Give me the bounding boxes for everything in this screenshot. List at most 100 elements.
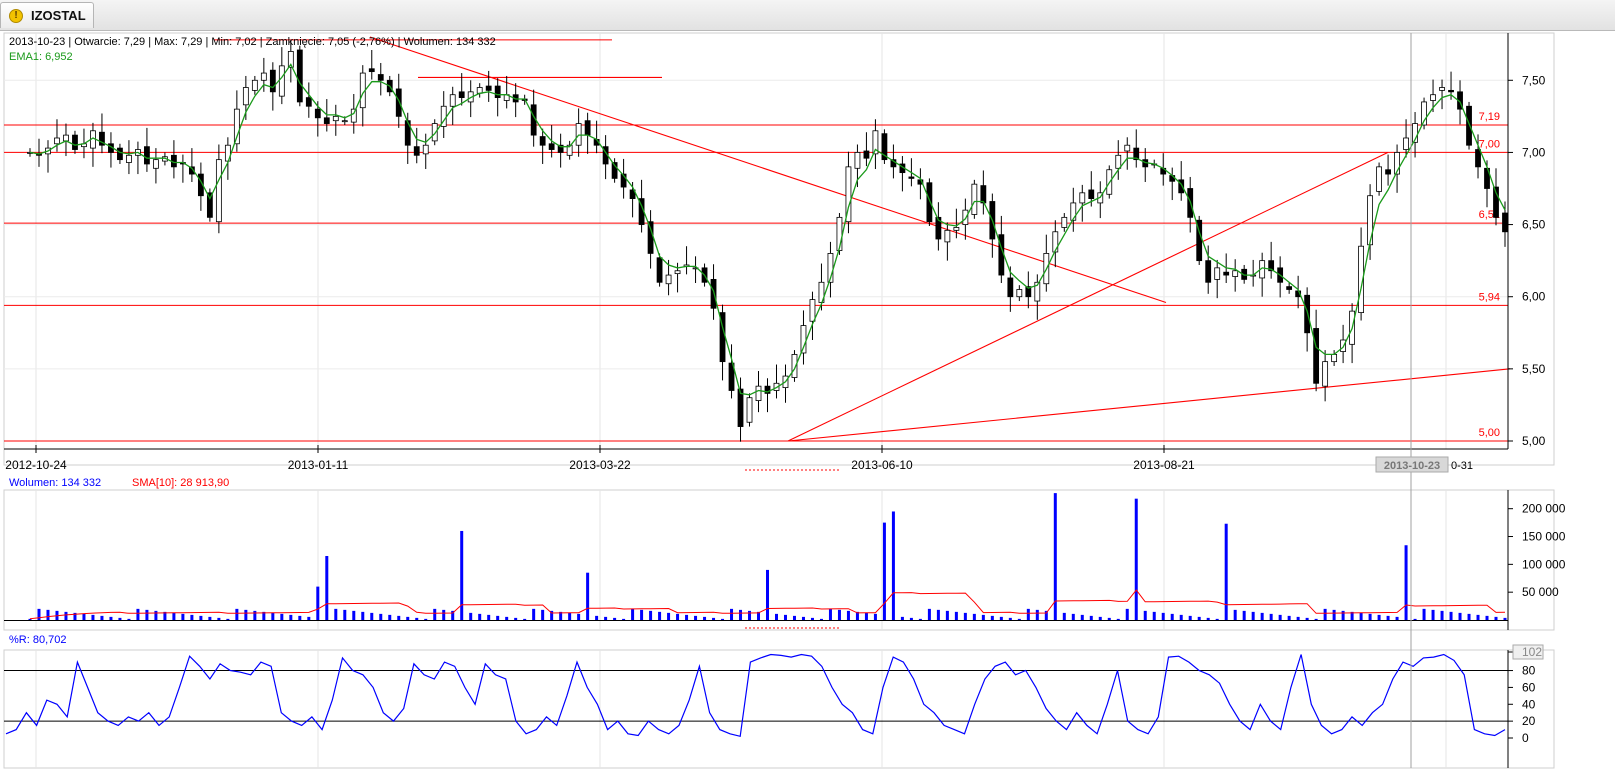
candle-body xyxy=(764,385,771,394)
wr-top-box xyxy=(1512,644,1544,660)
candle-body xyxy=(611,162,618,179)
volume-bar xyxy=(100,615,104,620)
volume-bar xyxy=(415,617,419,620)
volume-tick-label: 100 000 xyxy=(1522,557,1566,571)
volume-bar xyxy=(1053,493,1057,620)
volume-bar xyxy=(1359,612,1363,620)
volume-bar xyxy=(73,612,77,620)
candle-body xyxy=(872,130,879,155)
candle-body xyxy=(1088,189,1095,199)
chart-tab[interactable]: ! IZOSTAL xyxy=(0,2,94,28)
volume-bar xyxy=(298,615,302,620)
volume-bar xyxy=(586,572,590,620)
volume-bar xyxy=(1395,616,1399,620)
wr-tick-label: 80 xyxy=(1522,664,1536,678)
volume-bar xyxy=(1179,614,1183,620)
wr-line xyxy=(5,653,1506,738)
price-axis: 7,50 7,00 6,50 6,00 5,50 5,00 xyxy=(1507,33,1546,449)
volume-bar xyxy=(810,617,814,620)
candle-body xyxy=(620,173,627,188)
volume-bar xyxy=(334,608,338,620)
volume-bar xyxy=(1449,611,1453,620)
volume-bar xyxy=(1062,612,1066,620)
candle-body xyxy=(314,108,321,119)
volume-bar xyxy=(469,612,473,620)
candle-body xyxy=(1034,281,1041,302)
volume-bar xyxy=(936,609,940,620)
candle-body xyxy=(332,115,339,122)
volume-bar xyxy=(1458,612,1462,620)
volume-bar xyxy=(37,608,41,620)
candle-body xyxy=(341,120,348,123)
volume-bar xyxy=(1098,616,1102,620)
volume-bar xyxy=(370,612,374,620)
sma-line xyxy=(29,589,1506,620)
candle-body xyxy=(575,123,582,146)
candle-body xyxy=(953,227,960,231)
volume-bar xyxy=(1422,608,1426,620)
volume-bar xyxy=(1008,617,1012,620)
candle-body xyxy=(1025,286,1032,298)
volume-bar xyxy=(1386,615,1390,620)
volume-bar xyxy=(577,613,581,620)
candlesticks xyxy=(27,39,1508,442)
candle-body xyxy=(323,117,330,124)
volume-bar xyxy=(595,615,599,620)
volume-bar xyxy=(1350,611,1354,620)
volume-bar xyxy=(667,612,671,620)
candle-body xyxy=(1178,179,1185,194)
volume-bar xyxy=(379,613,383,620)
candle-body xyxy=(233,108,240,145)
volume-bar xyxy=(1026,608,1030,620)
candle-body xyxy=(1007,277,1014,298)
candle-body xyxy=(188,166,195,175)
price-level-label: 7,00 xyxy=(1479,138,1500,150)
volume-bar xyxy=(145,609,149,620)
volume-bar xyxy=(649,610,653,620)
volume-bar xyxy=(1134,498,1138,620)
volume-bar xyxy=(307,616,311,620)
volume-bar xyxy=(945,610,949,620)
candle-body xyxy=(278,65,285,97)
volume-bar xyxy=(909,617,913,620)
price-panel xyxy=(3,32,1555,466)
volume-bar xyxy=(190,614,194,620)
volume-bar xyxy=(1206,617,1210,620)
candle-body xyxy=(350,108,357,123)
volume-bar xyxy=(999,616,1003,620)
candle-body xyxy=(485,85,492,91)
candle-body xyxy=(1376,166,1382,192)
volume-bar xyxy=(181,613,185,620)
volume-bar xyxy=(487,614,491,620)
price-level-label: 5,94 xyxy=(1479,291,1500,303)
volume-bar xyxy=(963,612,967,620)
volume-bar xyxy=(208,616,212,620)
volume-bar xyxy=(1125,608,1129,620)
volume-bar xyxy=(774,613,778,620)
volume-bar xyxy=(559,611,563,620)
volume-bar xyxy=(1494,616,1498,620)
volume-bar xyxy=(1485,615,1489,620)
volume-bar xyxy=(235,608,239,620)
date-tick-label: 2013-01-11 xyxy=(288,458,349,472)
volume-bar xyxy=(1152,611,1156,620)
volume-bar xyxy=(172,612,176,620)
candle-body xyxy=(1286,286,1293,290)
volume-bar xyxy=(397,615,401,620)
volume-panel xyxy=(3,489,1555,631)
candle-body xyxy=(1124,144,1131,152)
candle-body xyxy=(126,154,132,163)
candle-body xyxy=(629,189,636,199)
volume-bar xyxy=(154,610,158,620)
candle-body xyxy=(926,182,933,223)
volume-bar xyxy=(640,609,644,620)
volume-bar xyxy=(613,617,617,620)
candle-body xyxy=(458,91,465,99)
volume-bar xyxy=(1017,618,1021,620)
candle-body xyxy=(962,209,969,225)
volume-bar xyxy=(316,586,320,620)
volume-bar xyxy=(271,612,275,620)
candle-body xyxy=(99,131,105,146)
williams-r-panel xyxy=(3,649,1555,769)
